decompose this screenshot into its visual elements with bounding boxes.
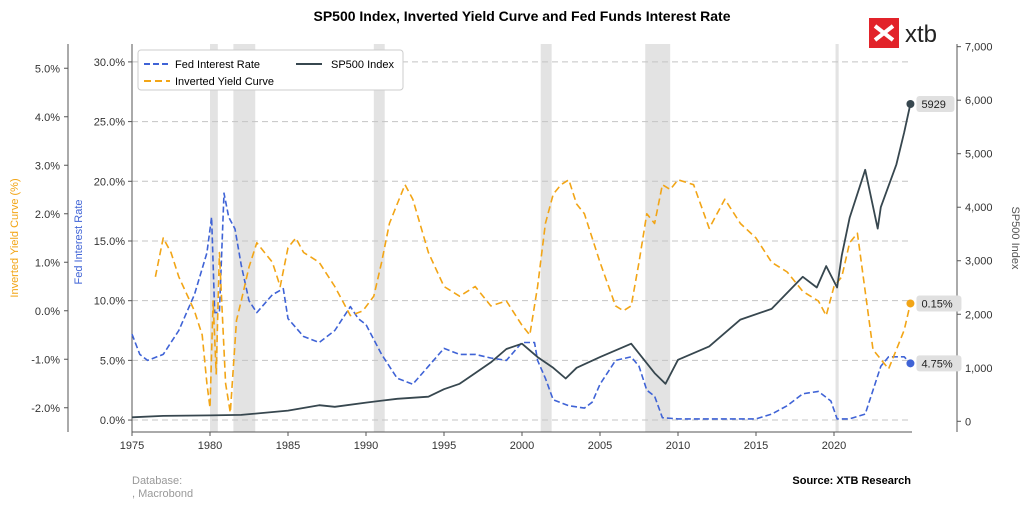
xtb-logo: xtb (869, 18, 937, 48)
fed-axis-title: Fed Interest Rate (73, 200, 85, 285)
xtb-logo-text: xtb (905, 21, 937, 48)
recession-band (373, 44, 385, 432)
sp500-tick-label: 2,000 (965, 309, 993, 321)
sp500-tick-label: 1,000 (965, 363, 993, 375)
sp500-tick-label: 6,000 (965, 95, 993, 107)
end-label-fed-interest-rate: 4.75% (916, 355, 962, 372)
x-tick-label: 2000 (510, 440, 534, 452)
end-label-box (916, 295, 962, 312)
series-line-inverted-yield-curve (154, 179, 912, 414)
x-tick-label: 1990 (354, 440, 378, 452)
axes: 1975 1980 1985 1990 1995 2000 2005 2010 2015 2020… (9, 42, 1021, 452)
end-point-inverted-yield-curve (906, 299, 915, 308)
legend: Fed Interest Rate Inverted Yield Curve S… (137, 49, 404, 91)
yield-tick-label: 0.0% (35, 306, 60, 318)
recession-band (835, 44, 839, 432)
legend-label-yield: Inverted Yield Curve (175, 76, 274, 88)
fed-tick-label: 20.0% (94, 176, 125, 188)
legend-label-sp500: SP500 Index (331, 59, 394, 71)
database-line-1: Database: (132, 475, 182, 487)
xtb-logo-arrows-icon (873, 24, 895, 42)
fed-tick-label: 30.0% (94, 57, 125, 69)
sp500-tick-label: 5,000 (965, 149, 993, 161)
end-point-sp500-index (906, 99, 915, 108)
fed-tick-label: 0.0% (100, 415, 125, 427)
end-labels: 4.75% 0.15% 5929 (906, 95, 962, 372)
recession-band (645, 44, 671, 432)
yield-axis-title: Inverted Yield Curve (%) (9, 178, 21, 297)
x-tick-label: 1980 (198, 440, 222, 452)
fed-tick-label: 15.0% (94, 236, 125, 248)
yield-tick-label: 2.0% (35, 209, 60, 221)
legend-label-fed: Fed Interest Rate (175, 59, 260, 71)
sp500-tick-label: 4,000 (965, 202, 993, 214)
recession-band (540, 44, 552, 432)
end-label-sp500-index: 5929 (916, 95, 955, 112)
series-line-fed-interest-rate (131, 192, 911, 420)
fed-tick-label: 5.0% (100, 355, 125, 367)
x-tick-label: 1995 (432, 440, 456, 452)
recession-bands (210, 44, 839, 432)
end-point-fed-interest-rate (906, 359, 915, 368)
sp500-tick-label: 7,000 (965, 42, 993, 54)
chart-title: SP500 Index, Inverted Yield Curve and Fe… (313, 8, 730, 24)
database-line-2: , Macrobond (132, 488, 193, 500)
x-tick-label: 2005 (588, 440, 612, 452)
recession-band (210, 44, 218, 432)
end-label-inverted-yield-curve: 0.15% (916, 295, 962, 312)
yield-tick-label: -2.0% (31, 403, 60, 415)
recession-band (233, 44, 256, 432)
yield-tick-label: -1.0% (31, 354, 60, 366)
x-tick-label: 2015 (744, 440, 768, 452)
x-tick-label: 1985 (276, 440, 300, 452)
series-line-sp500-index (131, 103, 912, 419)
x-tick-label: 2020 (822, 440, 846, 452)
legend-box (137, 49, 404, 91)
x-tick-label: 1975 (120, 440, 144, 452)
end-label-text: 5929 (921, 99, 945, 111)
x-tick-label: 2010 (666, 440, 690, 452)
fed-tick-label: 25.0% (94, 117, 125, 129)
end-label-box (916, 95, 955, 112)
source-note: Source: XTB Research (792, 475, 911, 487)
yield-tick-label: 4.0% (35, 112, 60, 124)
end-label-text: 4.75% (921, 358, 952, 370)
sp500-tick-label: 3,000 (965, 256, 993, 268)
fed-tick-label: 10.0% (94, 296, 125, 308)
sp500-axis-title: SP500 Index (1009, 207, 1021, 270)
sp500-tick-label: 0 (965, 416, 971, 428)
end-label-text: 0.15% (921, 298, 952, 310)
yield-tick-label: 5.0% (35, 63, 60, 75)
end-label-box (916, 355, 962, 372)
yield-tick-label: 1.0% (35, 257, 60, 269)
series-lines (131, 103, 912, 420)
yield-tick-label: 3.0% (35, 160, 60, 172)
